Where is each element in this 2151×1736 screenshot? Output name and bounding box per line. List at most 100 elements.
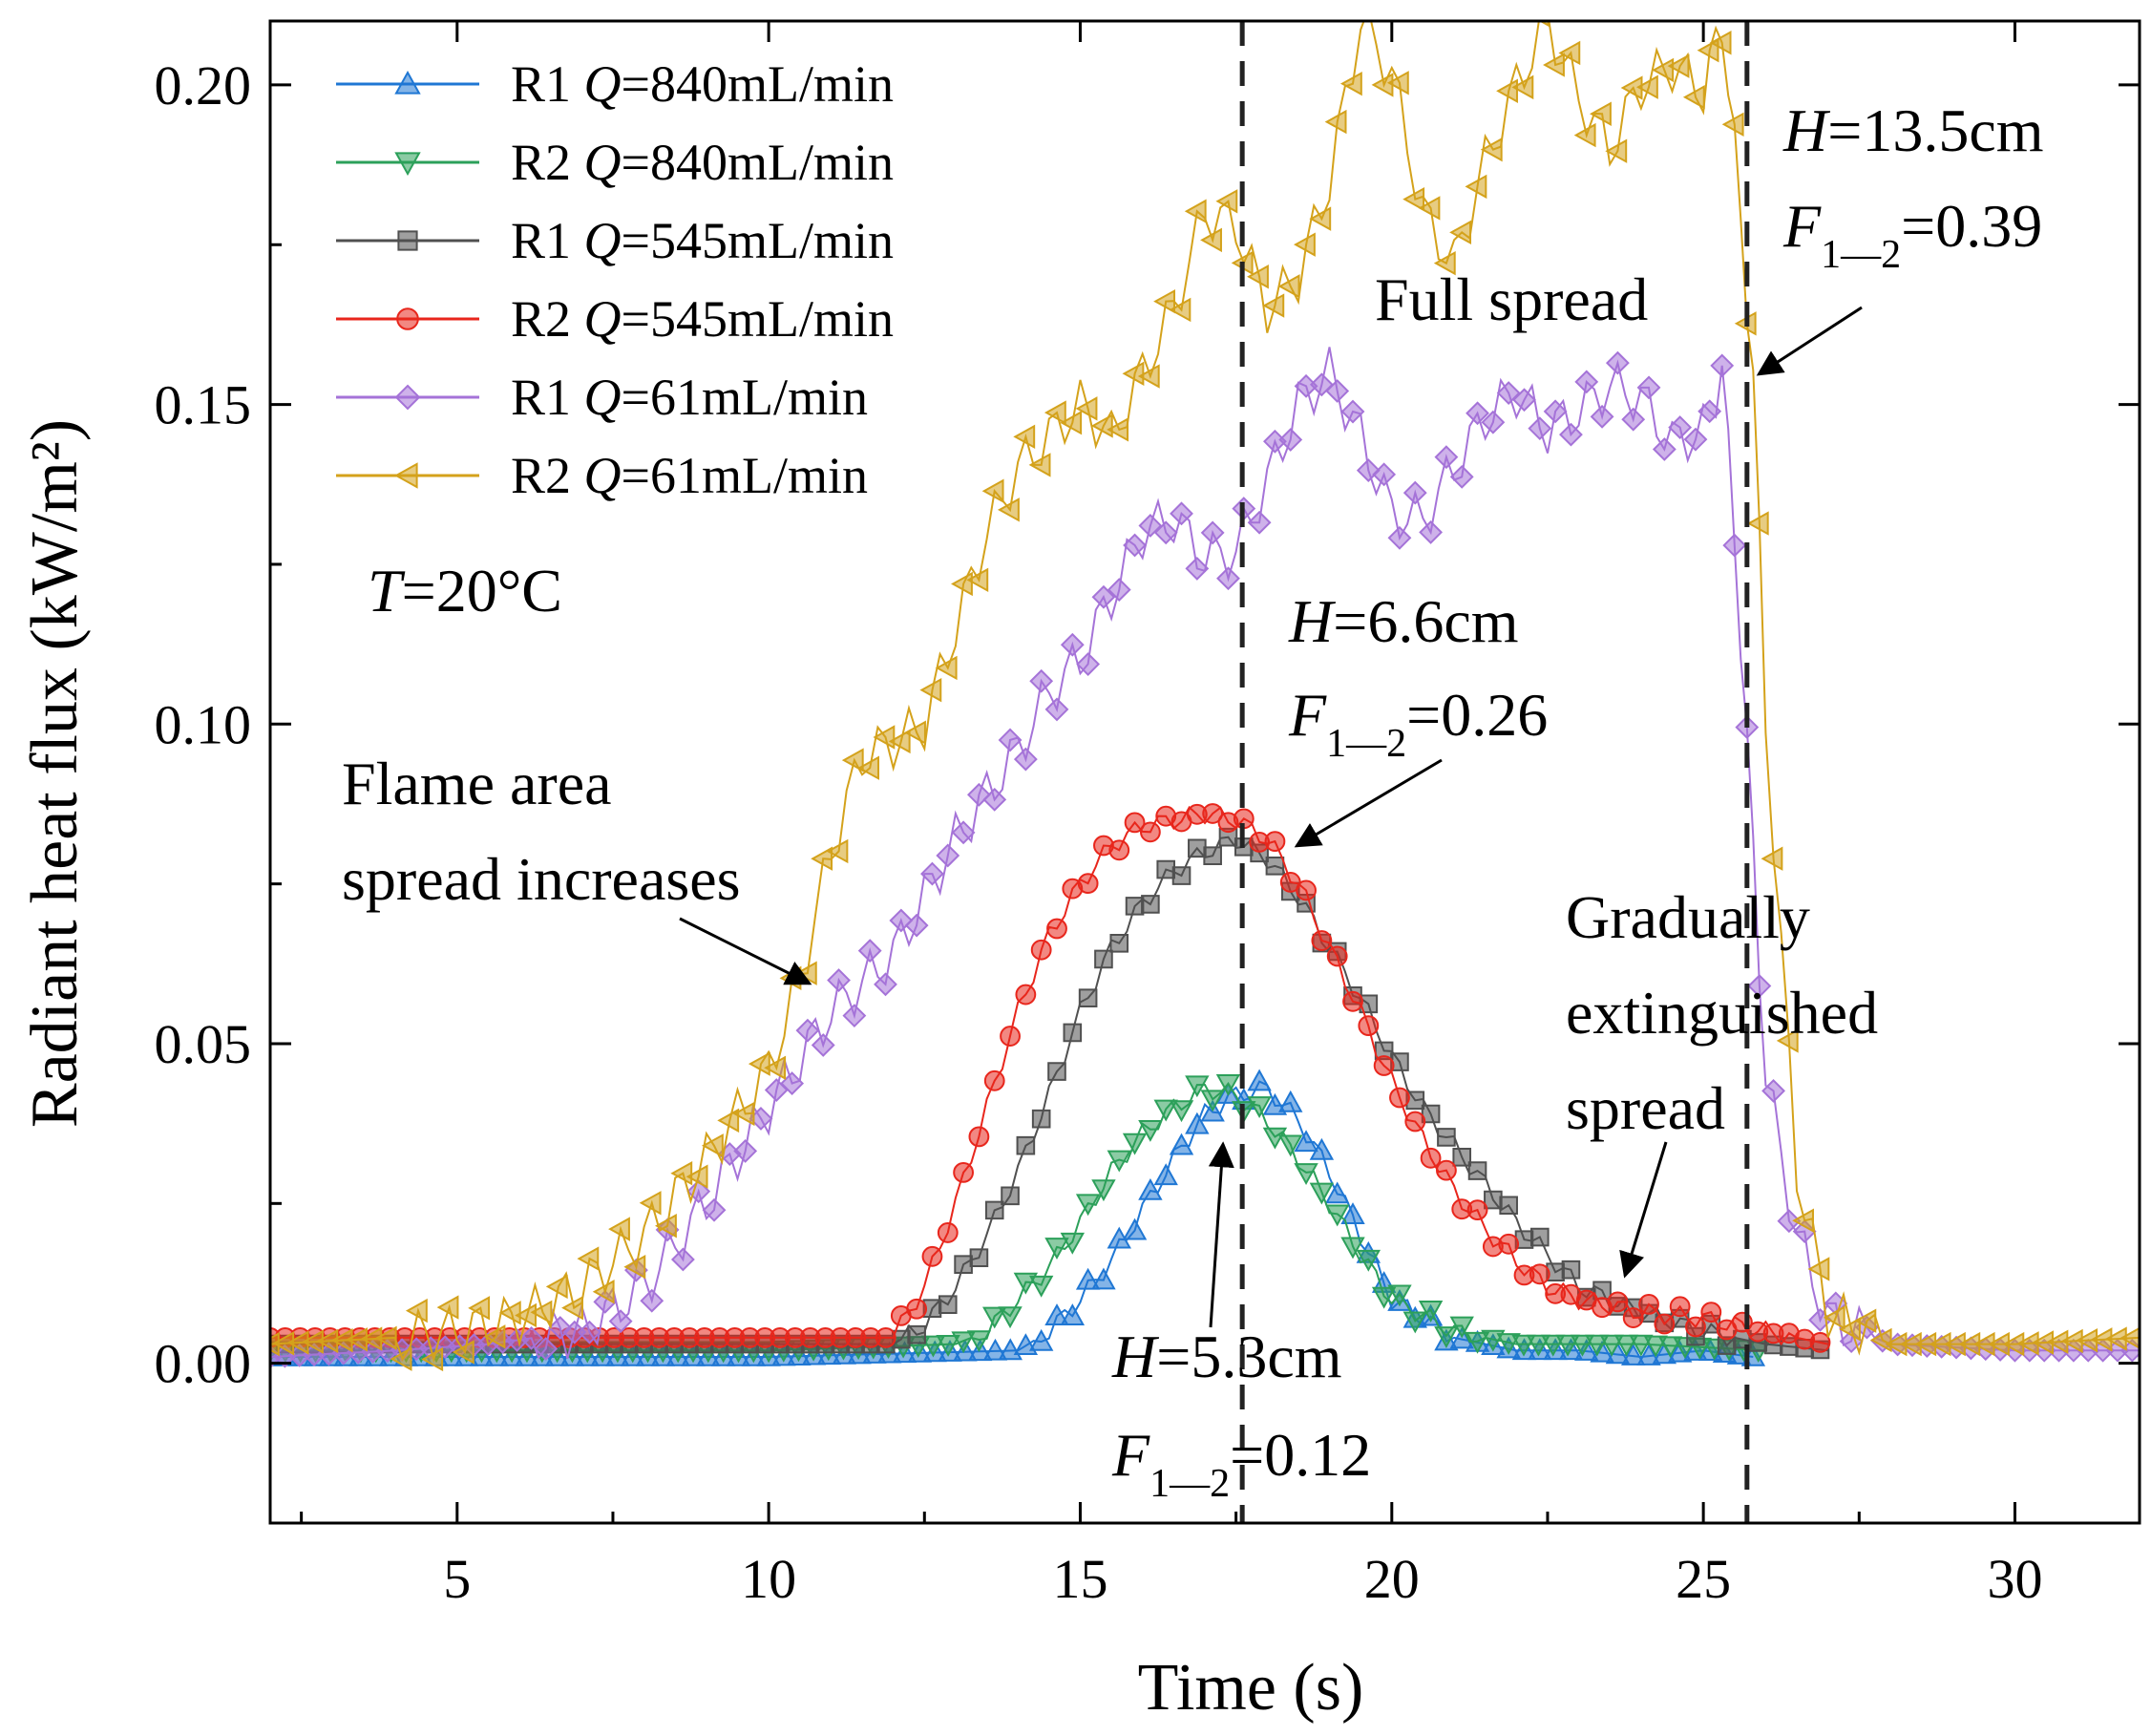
data-point bbox=[1339, 71, 1362, 96]
x-tick-label: 15 bbox=[1052, 1548, 1107, 1610]
data-point bbox=[1698, 399, 1722, 424]
data-point bbox=[1465, 174, 1487, 200]
data-point bbox=[701, 1133, 724, 1158]
data-point bbox=[981, 478, 1004, 503]
legend-item-1: R2 Q=840mL/min bbox=[336, 134, 894, 191]
data-point bbox=[498, 1301, 521, 1325]
data-point bbox=[1309, 372, 1334, 397]
legend-suffix: =545mL/min bbox=[622, 290, 894, 348]
legend-label: R1 Q=61mL/min bbox=[511, 369, 868, 426]
data-point bbox=[1700, 1302, 1722, 1323]
data-point bbox=[1153, 1099, 1178, 1122]
data-point bbox=[1200, 520, 1225, 545]
data-point bbox=[888, 729, 911, 754]
legend-label: R2 Q=840mL/min bbox=[511, 134, 894, 191]
h-5-3-label: H=5.3cm bbox=[1111, 1323, 1342, 1390]
data-point bbox=[953, 1161, 974, 1183]
x-axis-title: Time (s) bbox=[1138, 1651, 1364, 1725]
data-point bbox=[1216, 566, 1240, 591]
f-0-12-label: F1—2=0.12 bbox=[1111, 1421, 1371, 1506]
data-point bbox=[685, 1164, 708, 1189]
legend-marker bbox=[393, 462, 418, 489]
x-tick-label: 25 bbox=[1676, 1548, 1731, 1610]
data-point bbox=[1060, 411, 1083, 435]
data-point bbox=[519, 1325, 544, 1350]
data-point bbox=[1573, 122, 1596, 148]
data-point bbox=[1776, 1028, 1799, 1053]
data-point bbox=[1418, 1301, 1444, 1323]
data-point bbox=[1169, 1100, 1194, 1123]
data-point bbox=[904, 720, 926, 745]
legend-item-3: R2 Q=545mL/min bbox=[336, 290, 894, 348]
legend-suffix: =545mL/min bbox=[622, 212, 894, 269]
temperature-label: T=20°C bbox=[368, 557, 562, 625]
data-point bbox=[920, 861, 944, 886]
peak-545-arrow bbox=[1294, 758, 1443, 848]
data-point bbox=[1340, 1237, 1365, 1260]
data-point bbox=[997, 498, 1020, 522]
gradually-label-line1: Gradually bbox=[1566, 883, 1810, 951]
data-point bbox=[1324, 109, 1347, 135]
data-point bbox=[1153, 1163, 1178, 1186]
data-point bbox=[966, 782, 991, 807]
data-point bbox=[1122, 1217, 1148, 1240]
flame-area-arrow bbox=[679, 917, 812, 985]
data-point bbox=[1091, 584, 1116, 609]
data-point bbox=[1309, 1182, 1335, 1205]
data-point bbox=[1652, 57, 1675, 83]
data-point bbox=[1807, 1257, 1830, 1281]
legend-prefix: R1 bbox=[511, 212, 584, 269]
data-point bbox=[875, 1326, 896, 1348]
data-point bbox=[1404, 1111, 1426, 1133]
data-point bbox=[1076, 652, 1101, 676]
data-point bbox=[1170, 501, 1193, 526]
h-6-6-label: H=6.6cm bbox=[1288, 587, 1519, 655]
data-point bbox=[1184, 199, 1207, 223]
legend-q: Q bbox=[584, 134, 622, 191]
data-point bbox=[1185, 1075, 1210, 1098]
data-point bbox=[545, 1274, 568, 1300]
data-point bbox=[1839, 1317, 1861, 1342]
data-point bbox=[966, 567, 989, 593]
x-tick-label: 30 bbox=[1987, 1548, 2042, 1610]
data-point bbox=[1854, 1308, 1877, 1333]
data-point bbox=[936, 1335, 960, 1357]
data-point bbox=[1091, 1267, 1116, 1290]
data-point bbox=[732, 1101, 755, 1127]
data-point bbox=[1358, 1015, 1380, 1037]
data-point bbox=[670, 1161, 693, 1186]
data-point bbox=[1746, 511, 1769, 536]
data-point bbox=[1171, 866, 1191, 885]
data-point bbox=[1511, 1334, 1536, 1357]
data-point bbox=[1496, 1333, 1521, 1355]
data-point bbox=[1215, 1074, 1241, 1096]
data-point bbox=[577, 1246, 600, 1271]
legend-q: Q bbox=[584, 290, 622, 348]
data-point bbox=[1203, 846, 1222, 866]
data-point bbox=[1015, 984, 1037, 1006]
data-point bbox=[390, 1346, 412, 1371]
data-point bbox=[1277, 274, 1300, 299]
data-point bbox=[655, 1214, 677, 1238]
data-point bbox=[998, 728, 1023, 752]
data-point bbox=[857, 755, 879, 780]
data-point bbox=[842, 1004, 867, 1028]
data-point bbox=[1607, 1291, 1629, 1313]
data-point bbox=[1122, 1133, 1148, 1155]
data-point bbox=[1278, 1090, 1303, 1112]
data-point bbox=[592, 1280, 615, 1304]
data-point bbox=[1169, 297, 1191, 323]
data-point bbox=[969, 1248, 989, 1268]
data-point bbox=[873, 725, 896, 750]
data-point bbox=[468, 1296, 491, 1321]
data-point bbox=[1481, 410, 1506, 434]
data-point bbox=[1342, 990, 1363, 1012]
data-point bbox=[874, 972, 897, 997]
data-point bbox=[1721, 112, 1744, 137]
data-point bbox=[1685, 1316, 1706, 1338]
data-point bbox=[1060, 632, 1085, 657]
data-point bbox=[1047, 1062, 1066, 1081]
data-point bbox=[1013, 747, 1038, 772]
data-point bbox=[1060, 1232, 1086, 1255]
data-point bbox=[1200, 227, 1222, 253]
